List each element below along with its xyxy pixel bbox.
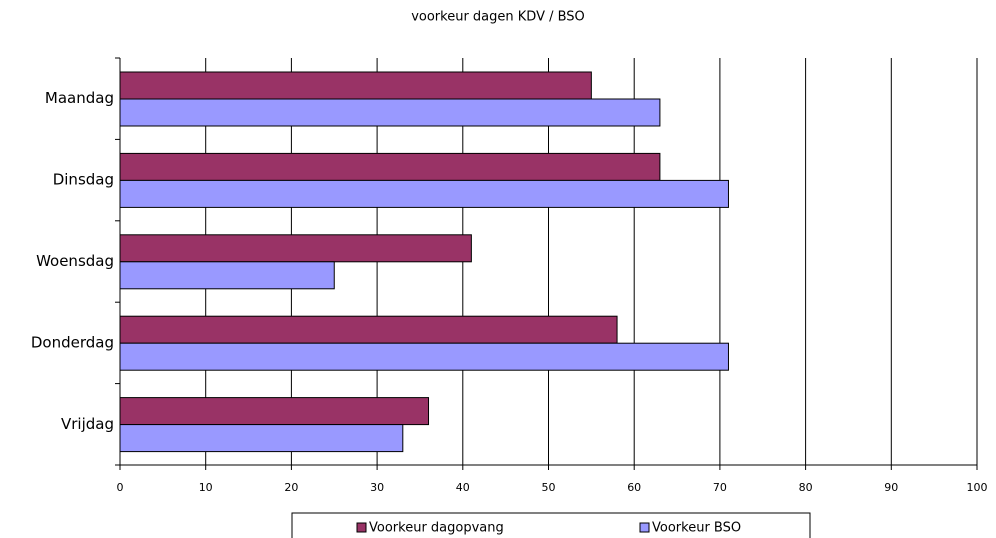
bar [119,342,729,371]
bar [119,315,618,344]
x-tick-label: 80 [799,481,813,494]
x-tick-label: 100 [967,481,988,494]
y-tick-label: Donderdag [31,333,114,351]
x-tick-label: 30 [370,481,384,494]
x-tick-label: 70 [713,481,727,494]
x-tick-label: 60 [627,481,641,494]
bar [119,424,404,453]
bar [119,397,430,426]
y-tick-label: Maandag [45,89,114,107]
x-tick-label: 10 [199,481,213,494]
x-tick-label: 90 [884,481,898,494]
legend-label: Voorkeur dagopvang [369,521,504,536]
legend-label: Voorkeur BSO [652,521,741,536]
bar [119,179,729,208]
legend-box [291,512,811,538]
y-tick-label: Dinsdag [53,171,114,189]
x-tick-label: 40 [456,481,470,494]
bar [119,261,335,290]
x-tick-label: 20 [284,481,298,494]
legend-swatch [356,522,367,533]
y-tick-label: Vrijdag [61,415,114,433]
x-tick-label: 0 [117,481,124,494]
bar [119,71,592,100]
bar [119,98,661,127]
y-tick-label: Woensdag [36,252,114,270]
chart-title: voorkeur dagen KDV / BSO [411,10,585,25]
bar [119,234,472,263]
x-tick-label: 50 [542,481,556,494]
legend-swatch [639,522,650,533]
bar [119,152,661,181]
